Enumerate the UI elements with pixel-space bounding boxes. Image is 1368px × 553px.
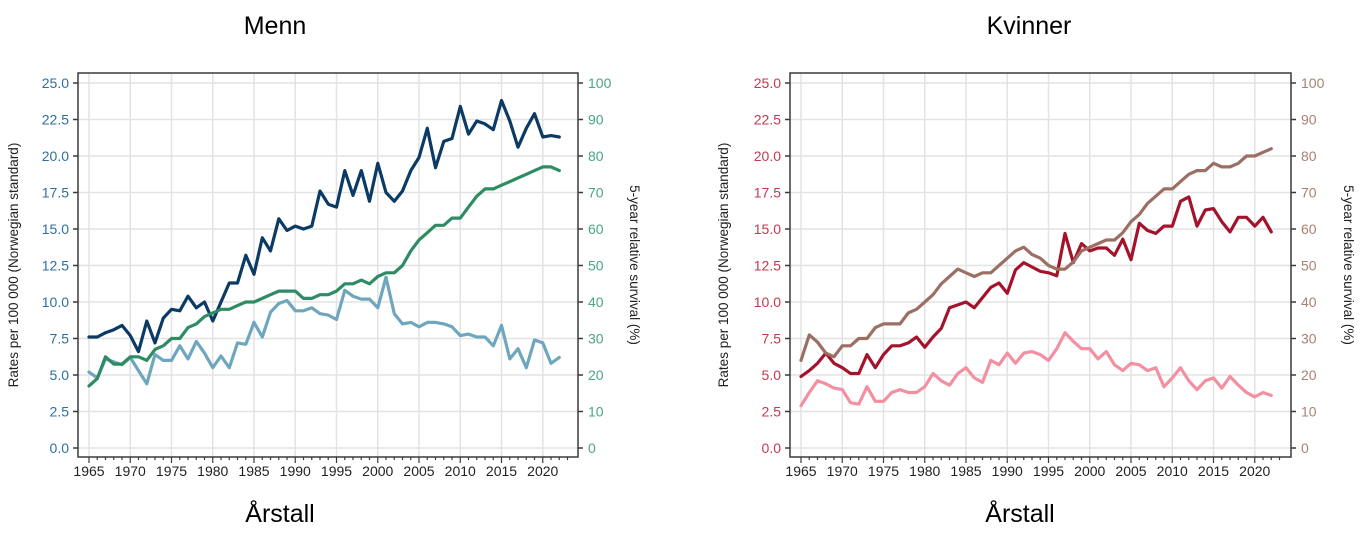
y-axis-title-left: Rates per 100 000 (Norwegian standard) (716, 143, 731, 388)
x-tick-label: 2010 (1157, 463, 1188, 479)
y-right-tick-label: 10 (1301, 404, 1317, 420)
y-tick-label: 0.0 (762, 440, 782, 456)
x-tick-label: 1985 (950, 463, 981, 479)
chart-menn: 0.0 2.5 5.0 7.5 10.0 12.5 15.0 17.5 20.0 22.5 25.0… (6, 72, 642, 479)
y-right-tick-label: 80 (1301, 148, 1317, 164)
y-tick-label: 10.0 (754, 294, 781, 310)
y-axis-title-right: 5-year relative survival (%) (627, 185, 642, 345)
y-tick-label: 25.0 (42, 75, 69, 91)
y-right-tick-label: 100 (1301, 75, 1325, 91)
x-tick-label: 1990 (992, 463, 1023, 479)
y-right-tick-label: 60 (1301, 221, 1317, 237)
y-tick-label: 5.0 (762, 367, 782, 383)
x-tick-label: 1995 (1033, 463, 1064, 479)
x-tick-label: 1970 (115, 463, 146, 479)
x-tick-label: 2020 (527, 463, 558, 479)
x-tick-label: 2000 (1074, 463, 1105, 479)
y-right-tick-label: 40 (588, 294, 604, 310)
y-tick-label: 7.5 (762, 331, 782, 347)
x-tick-label: 1980 (909, 463, 940, 479)
y-tick-label: 20.0 (754, 148, 781, 164)
y-right-tick-label: 70 (1301, 185, 1317, 201)
y-right-tick-label: 10 (588, 404, 604, 420)
x-tick-label: 2005 (403, 463, 434, 479)
y-right-tick-label: 30 (1301, 331, 1317, 347)
x-axis-title-kvinner: Årstall (985, 500, 1055, 528)
y-tick-label: 15.0 (754, 221, 781, 237)
y-right-tick-label: 100 (588, 75, 612, 91)
x-tick-label: 1975 (156, 463, 187, 479)
y-tick-label: 20.0 (42, 148, 69, 164)
x-tick-label: 2020 (1239, 463, 1270, 479)
chart-kvinner: 0.0 2.5 5.0 7.5 10.0 12.5 15.0 17.5 20.0 22.5 25.0… (716, 72, 1356, 479)
y-right-tick-label: 50 (588, 258, 604, 274)
y-tick-label: 12.5 (42, 258, 69, 274)
series-line-5-year-relative-survival (87, 165, 561, 388)
y-right-tick-label: 20 (588, 367, 604, 383)
x-tick-label: 1980 (197, 463, 228, 479)
y-tick-label: 2.5 (762, 404, 782, 420)
y-tick-label: 22.5 (754, 112, 781, 128)
chart-title-kvinner: Kvinner (986, 12, 1072, 40)
y-right-tick-label: 0 (1301, 440, 1309, 456)
x-tick-label: 1965 (73, 463, 104, 479)
x-tick-label: 2000 (362, 463, 393, 479)
x-tick-label: 2015 (1198, 463, 1229, 479)
y-tick-label: 15.0 (42, 221, 69, 237)
series-line-5-year-relative-survival (799, 147, 1273, 362)
y-right-tick-label: 80 (588, 148, 604, 164)
y-right-tick-label: 0 (588, 440, 596, 456)
y-tick-label: 25.0 (754, 75, 781, 91)
y-tick-label: 12.5 (754, 258, 781, 274)
y-tick-label: 17.5 (42, 185, 69, 201)
x-axis-title-menn: Årstall (245, 500, 315, 528)
series-line-incidence-rate (87, 98, 561, 354)
y-right-tick-label: 20 (1301, 367, 1317, 383)
y-axis-title-right: 5-year relative survival (%) (1341, 185, 1356, 345)
x-tick-label: 2015 (486, 463, 517, 479)
x-tick-label: 1975 (868, 463, 899, 479)
series-line-mortality-rate (87, 275, 561, 386)
x-tick-label: 2005 (1115, 463, 1146, 479)
y-tick-label: 0.0 (50, 440, 70, 456)
y-right-tick-label: 90 (588, 112, 604, 128)
x-tick-label: 1970 (827, 463, 858, 479)
y-tick-label: 10.0 (42, 294, 69, 310)
y-right-tick-label: 60 (588, 221, 604, 237)
x-tick-label: 1990 (280, 463, 311, 479)
y-tick-label: 7.5 (50, 331, 70, 347)
x-tick-label: 1985 (238, 463, 269, 479)
y-right-tick-label: 90 (1301, 112, 1317, 128)
x-tick-label: 1965 (785, 463, 816, 479)
x-tick-label: 1995 (321, 463, 352, 479)
series-line-incidence-rate (799, 195, 1273, 379)
series-line-mortality-rate (799, 331, 1273, 408)
y-axis-title-left: Rates per 100 000 (Norwegian standard) (6, 143, 21, 388)
y-right-tick-label: 30 (588, 331, 604, 347)
y-tick-label: 5.0 (50, 367, 70, 383)
chart-title-menn: Menn (243, 12, 307, 40)
y-right-tick-label: 40 (1301, 294, 1317, 310)
y-tick-label: 2.5 (50, 404, 70, 420)
y-right-tick-label: 50 (1301, 258, 1317, 274)
x-tick-label: 2010 (445, 463, 476, 479)
y-tick-label: 22.5 (42, 112, 69, 128)
y-tick-label: 17.5 (754, 185, 781, 201)
y-right-tick-label: 70 (588, 185, 604, 201)
